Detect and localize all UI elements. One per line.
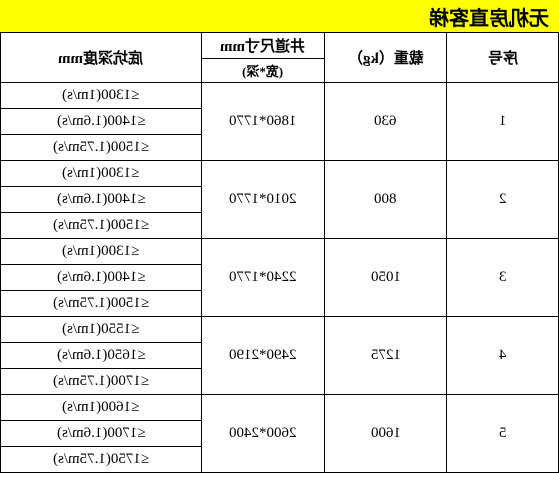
pit-cell: ≤1500(1.75m/s) — [1, 135, 202, 161]
seq-cell: 5 — [447, 395, 559, 473]
pit-cell: ≤1600(1m/s) — [1, 395, 202, 421]
title-bar: 无机房直客梯 — [0, 0, 559, 32]
table-row: ≤1300(1m/s) 2240*1770 1050 3 — [1, 239, 559, 265]
seq-cell: 4 — [447, 317, 559, 395]
load-cell: 800 — [324, 161, 447, 239]
header-shaft: 井道尺寸mm — [201, 33, 324, 59]
load-cell: 1275 — [324, 317, 447, 395]
seq-cell: 2 — [447, 161, 559, 239]
shaft-cell: 2600*2400 — [201, 395, 324, 473]
table-row: ≤1550(1m/s) 2490*2190 1275 4 — [1, 317, 559, 343]
pit-cell: ≤1550(1m/s) — [1, 317, 202, 343]
table-row: ≤1300(1m/s) 1860*1770 630 1 — [1, 83, 559, 109]
shaft-cell: 1860*1770 — [201, 83, 324, 161]
pit-cell: ≤1750(1.75m/s) — [1, 447, 202, 473]
page-title: 无机房直客梯 — [429, 2, 549, 31]
seq-cell: 3 — [447, 239, 559, 317]
pit-cell: ≤1300(1m/s) — [1, 83, 202, 109]
spec-table: 底坑深度mm 井道尺寸mm 载重（kg） 序号 (宽*深) ≤1300(1m/s… — [0, 32, 559, 473]
pit-cell: ≤1500(1.75m/s) — [1, 291, 202, 317]
shaft-cell: 2010*1770 — [201, 161, 324, 239]
pit-cell: ≤1700(1.75m/s) — [1, 369, 202, 395]
pit-cell: ≤1700(1.6m/s) — [1, 421, 202, 447]
table-header: 底坑深度mm 井道尺寸mm 载重（kg） 序号 (宽*深) — [1, 33, 559, 83]
load-cell: 1050 — [324, 239, 447, 317]
spec-table-container: 无机房直客梯 底坑深度mm 井道尺寸mm 载重（kg） 序号 (宽*深) ≤13… — [0, 0, 559, 500]
pit-cell: ≤1500(1.75m/s) — [1, 213, 202, 239]
header-seq: 序号 — [447, 33, 559, 83]
shaft-cell: 2490*2190 — [201, 317, 324, 395]
seq-cell: 1 — [447, 83, 559, 161]
table-row: ≤1600(1m/s) 2600*2400 1600 5 — [1, 395, 559, 421]
pit-cell: ≤1400(1.6m/s) — [1, 265, 202, 291]
pit-cell: ≤1300(1m/s) — [1, 161, 202, 187]
pit-cell: ≤1650(1.6m/s) — [1, 343, 202, 369]
load-cell: 1600 — [324, 395, 447, 473]
shaft-cell: 2240*1770 — [201, 239, 324, 317]
table-row: ≤1300(1m/s) 2010*1770 800 2 — [1, 161, 559, 187]
load-cell: 630 — [324, 83, 447, 161]
header-pit: 底坑深度mm — [1, 33, 202, 83]
header-shaft-sub: (宽*深) — [201, 59, 324, 83]
pit-cell: ≤1300(1m/s) — [1, 239, 202, 265]
header-load: 载重（kg） — [324, 33, 447, 83]
table-body: ≤1300(1m/s) 1860*1770 630 1 ≤1400(1.6m/s… — [1, 83, 559, 473]
pit-cell: ≤1400(1.6m/s) — [1, 109, 202, 135]
pit-cell: ≤1400(1.6m/s) — [1, 187, 202, 213]
